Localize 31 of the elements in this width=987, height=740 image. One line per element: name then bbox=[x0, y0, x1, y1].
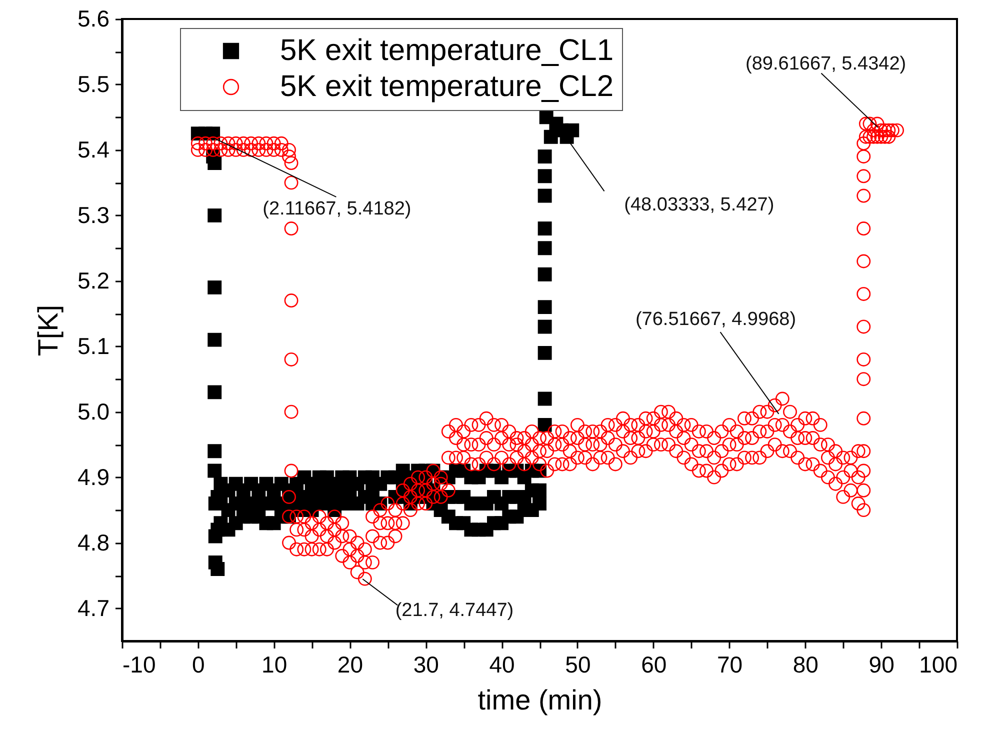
legend-label: 5K exit temperature_CL2 bbox=[280, 70, 614, 103]
y-tick-label: 4.8 bbox=[78, 529, 110, 556]
x-tick-label: 20 bbox=[337, 652, 364, 678]
y-tick-label: 5.0 bbox=[78, 398, 110, 424]
x-tick-label: 30 bbox=[413, 652, 439, 678]
y-tick-label: 5.1 bbox=[78, 332, 110, 359]
annotation: (48.03333, 5.427) bbox=[624, 194, 774, 216]
x-tick-label: 60 bbox=[641, 652, 667, 678]
y-tick-label: 5.2 bbox=[78, 267, 110, 294]
y-tick-label: 5.5 bbox=[78, 70, 110, 97]
y-tick-label: 5.3 bbox=[78, 202, 110, 228]
y-axis-title: T[K] bbox=[32, 304, 64, 356]
x-tick-label: 90 bbox=[868, 652, 894, 678]
x-tick-label: 80 bbox=[792, 652, 818, 678]
x-tick-label: 10 bbox=[262, 652, 288, 678]
x-tick-label: 70 bbox=[716, 652, 743, 678]
x-tick-label: 50 bbox=[565, 652, 591, 678]
annotation: (76.51667, 4.9968) bbox=[635, 309, 796, 330]
y-tick-label: 4.7 bbox=[78, 594, 110, 621]
x-axis-title: time (min) bbox=[478, 684, 602, 716]
y-tick-label: 5.6 bbox=[78, 6, 110, 32]
y-tick-label: 5.4 bbox=[78, 136, 110, 162]
x-tick-label: 100 bbox=[919, 652, 958, 678]
annotation: (2.11667, 5.4182) bbox=[262, 198, 412, 220]
annotation: (89.61667, 5.4342) bbox=[746, 53, 906, 74]
annotation: (21.7, 4.7447) bbox=[395, 600, 514, 621]
y-tick-label: 4.9 bbox=[78, 464, 110, 490]
x-tick-label: 40 bbox=[489, 652, 515, 678]
x-tick-label: 0 bbox=[192, 652, 205, 678]
x-tick-label: -10 bbox=[122, 652, 156, 678]
legend-label: 5K exit temperature_CL1 bbox=[280, 34, 614, 67]
